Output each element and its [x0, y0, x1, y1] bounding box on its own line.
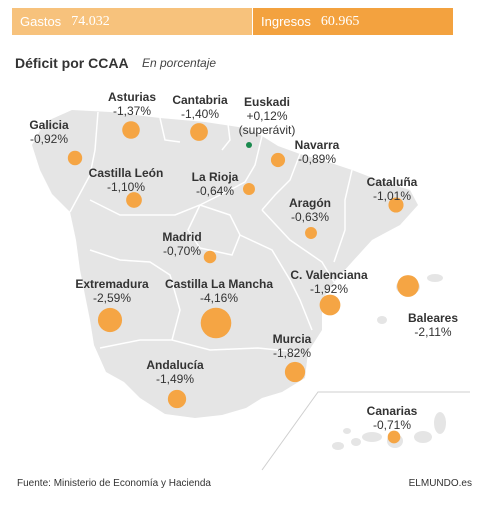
ingresos-label: Ingresos	[261, 14, 311, 29]
bubble-c-valenciana	[319, 294, 341, 316]
label-madrid: Madrid -0,70%	[162, 230, 201, 258]
bubble-la-rioja	[243, 183, 255, 195]
region-name: Cataluña	[366, 175, 418, 189]
bubble-andalucia	[167, 389, 187, 409]
region-name: Galicia	[29, 118, 69, 132]
gastos-value: 74.032	[71, 13, 110, 29]
menorca-land	[427, 274, 443, 282]
region-name: Madrid	[162, 230, 202, 244]
canarias-inset-frame	[261, 391, 470, 471]
region-value: -1,92%	[309, 282, 349, 296]
label-aragon: Aragón -0,63%	[289, 196, 331, 224]
label-cantabria: Cantabria -1,40%	[172, 93, 227, 121]
region-value: +0,12%	[246, 109, 288, 123]
region-value: -1,49%	[155, 372, 195, 386]
map-subtitle: En porcentaje	[142, 56, 217, 70]
region-name: Aragón	[289, 196, 331, 210]
region-name: Murcia	[272, 332, 312, 346]
label-murcia: Murcia -1,82%	[273, 332, 312, 360]
label-canarias: Canarias -0,71%	[367, 404, 418, 432]
bubble-euskadi	[246, 142, 252, 148]
label-asturias: Asturias -1,37%	[108, 90, 156, 118]
ingresos-segment: Ingresos 60.965	[252, 8, 453, 35]
region-name: Baleares	[407, 311, 459, 325]
label-castilla-leon: Castilla León -1,10%	[89, 166, 164, 194]
brand-logo: ELMUNDO.es	[408, 478, 472, 489]
totals-bar: Gastos 74.032 Ingresos 60.965	[12, 8, 453, 35]
gastos-segment: Gastos 74.032	[12, 8, 252, 35]
ibiza-land	[377, 316, 387, 324]
region-value: -0,70%	[162, 244, 202, 258]
label-cataluna: Cataluña -1,01%	[367, 175, 418, 203]
label-c-valenciana: C. Valenciana -1,92%	[290, 268, 367, 296]
region-value: -1,01%	[372, 189, 412, 203]
label-castilla-la-mancha: Castilla La Mancha -4,16%	[165, 277, 273, 305]
ingresos-value: 60.965	[320, 13, 360, 29]
bubble-baleares	[397, 275, 419, 297]
region-name: Canarias	[366, 404, 418, 418]
region-name: Castilla La Mancha	[164, 277, 274, 291]
bubble-navarra	[270, 152, 286, 168]
region-value: -4,16%	[199, 291, 239, 305]
bubble-canarias	[387, 430, 401, 444]
label-baleares: Baleares -2,11%	[408, 311, 458, 339]
bubble-asturias	[122, 121, 140, 139]
label-navarra: Navarra -0,89%	[295, 138, 340, 166]
region-value: -1,82%	[272, 346, 312, 360]
label-galicia: Galicia -0,92%	[29, 118, 68, 146]
region-name: Extremadura	[75, 277, 149, 291]
region-value: -1,37%	[112, 104, 152, 118]
label-extremadura: Extremadura -2,59%	[75, 277, 148, 305]
source-note: Fuente: Ministerio de Economía y Haciend…	[17, 478, 211, 489]
region-note: (superávit)	[238, 123, 296, 137]
label-andalucia: Andalucía -1,49%	[146, 358, 203, 386]
region-borders	[69, 111, 353, 353]
bubble-galicia	[67, 150, 83, 166]
gastos-label: Gastos	[20, 14, 62, 29]
bubble-extremadura	[97, 307, 123, 333]
label-euskadi: Euskadi +0,12% (superávit)	[239, 95, 296, 137]
bubble-cataluna	[388, 197, 404, 213]
region-name: Andalucía	[146, 358, 204, 372]
region-name: C. Valenciana	[290, 268, 368, 282]
bubble-cantabria	[190, 123, 208, 141]
region-name: Cantabria	[172, 93, 228, 107]
bubble-murcia	[284, 361, 306, 383]
bubble-castilla-la-mancha	[200, 307, 232, 339]
region-value: -0,63%	[290, 210, 330, 224]
region-value: -1,40%	[180, 107, 220, 121]
region-value: -0,71%	[372, 418, 412, 432]
region-name: Euskadi	[243, 95, 291, 109]
region-value: -0,89%	[297, 152, 337, 166]
region-name: Castilla León	[88, 166, 164, 180]
region-name: Asturias	[107, 90, 157, 104]
bubble-aragon	[305, 227, 317, 239]
region-value: -1,10%	[106, 180, 146, 194]
label-la-rioja: La Rioja -0,64%	[192, 170, 239, 198]
region-value: -2,59%	[92, 291, 132, 305]
region-name: Navarra	[294, 138, 340, 152]
region-value: -0,92%	[29, 132, 69, 146]
region-name: La Rioja	[191, 170, 239, 184]
bubble-castilla-leon	[126, 192, 142, 208]
region-value: -0,64%	[195, 184, 235, 198]
map-title: Déficit por CCAA	[15, 55, 129, 71]
mainland-land	[32, 110, 418, 418]
bubble-madrid	[203, 250, 217, 264]
region-value: -2,11%	[414, 325, 452, 339]
